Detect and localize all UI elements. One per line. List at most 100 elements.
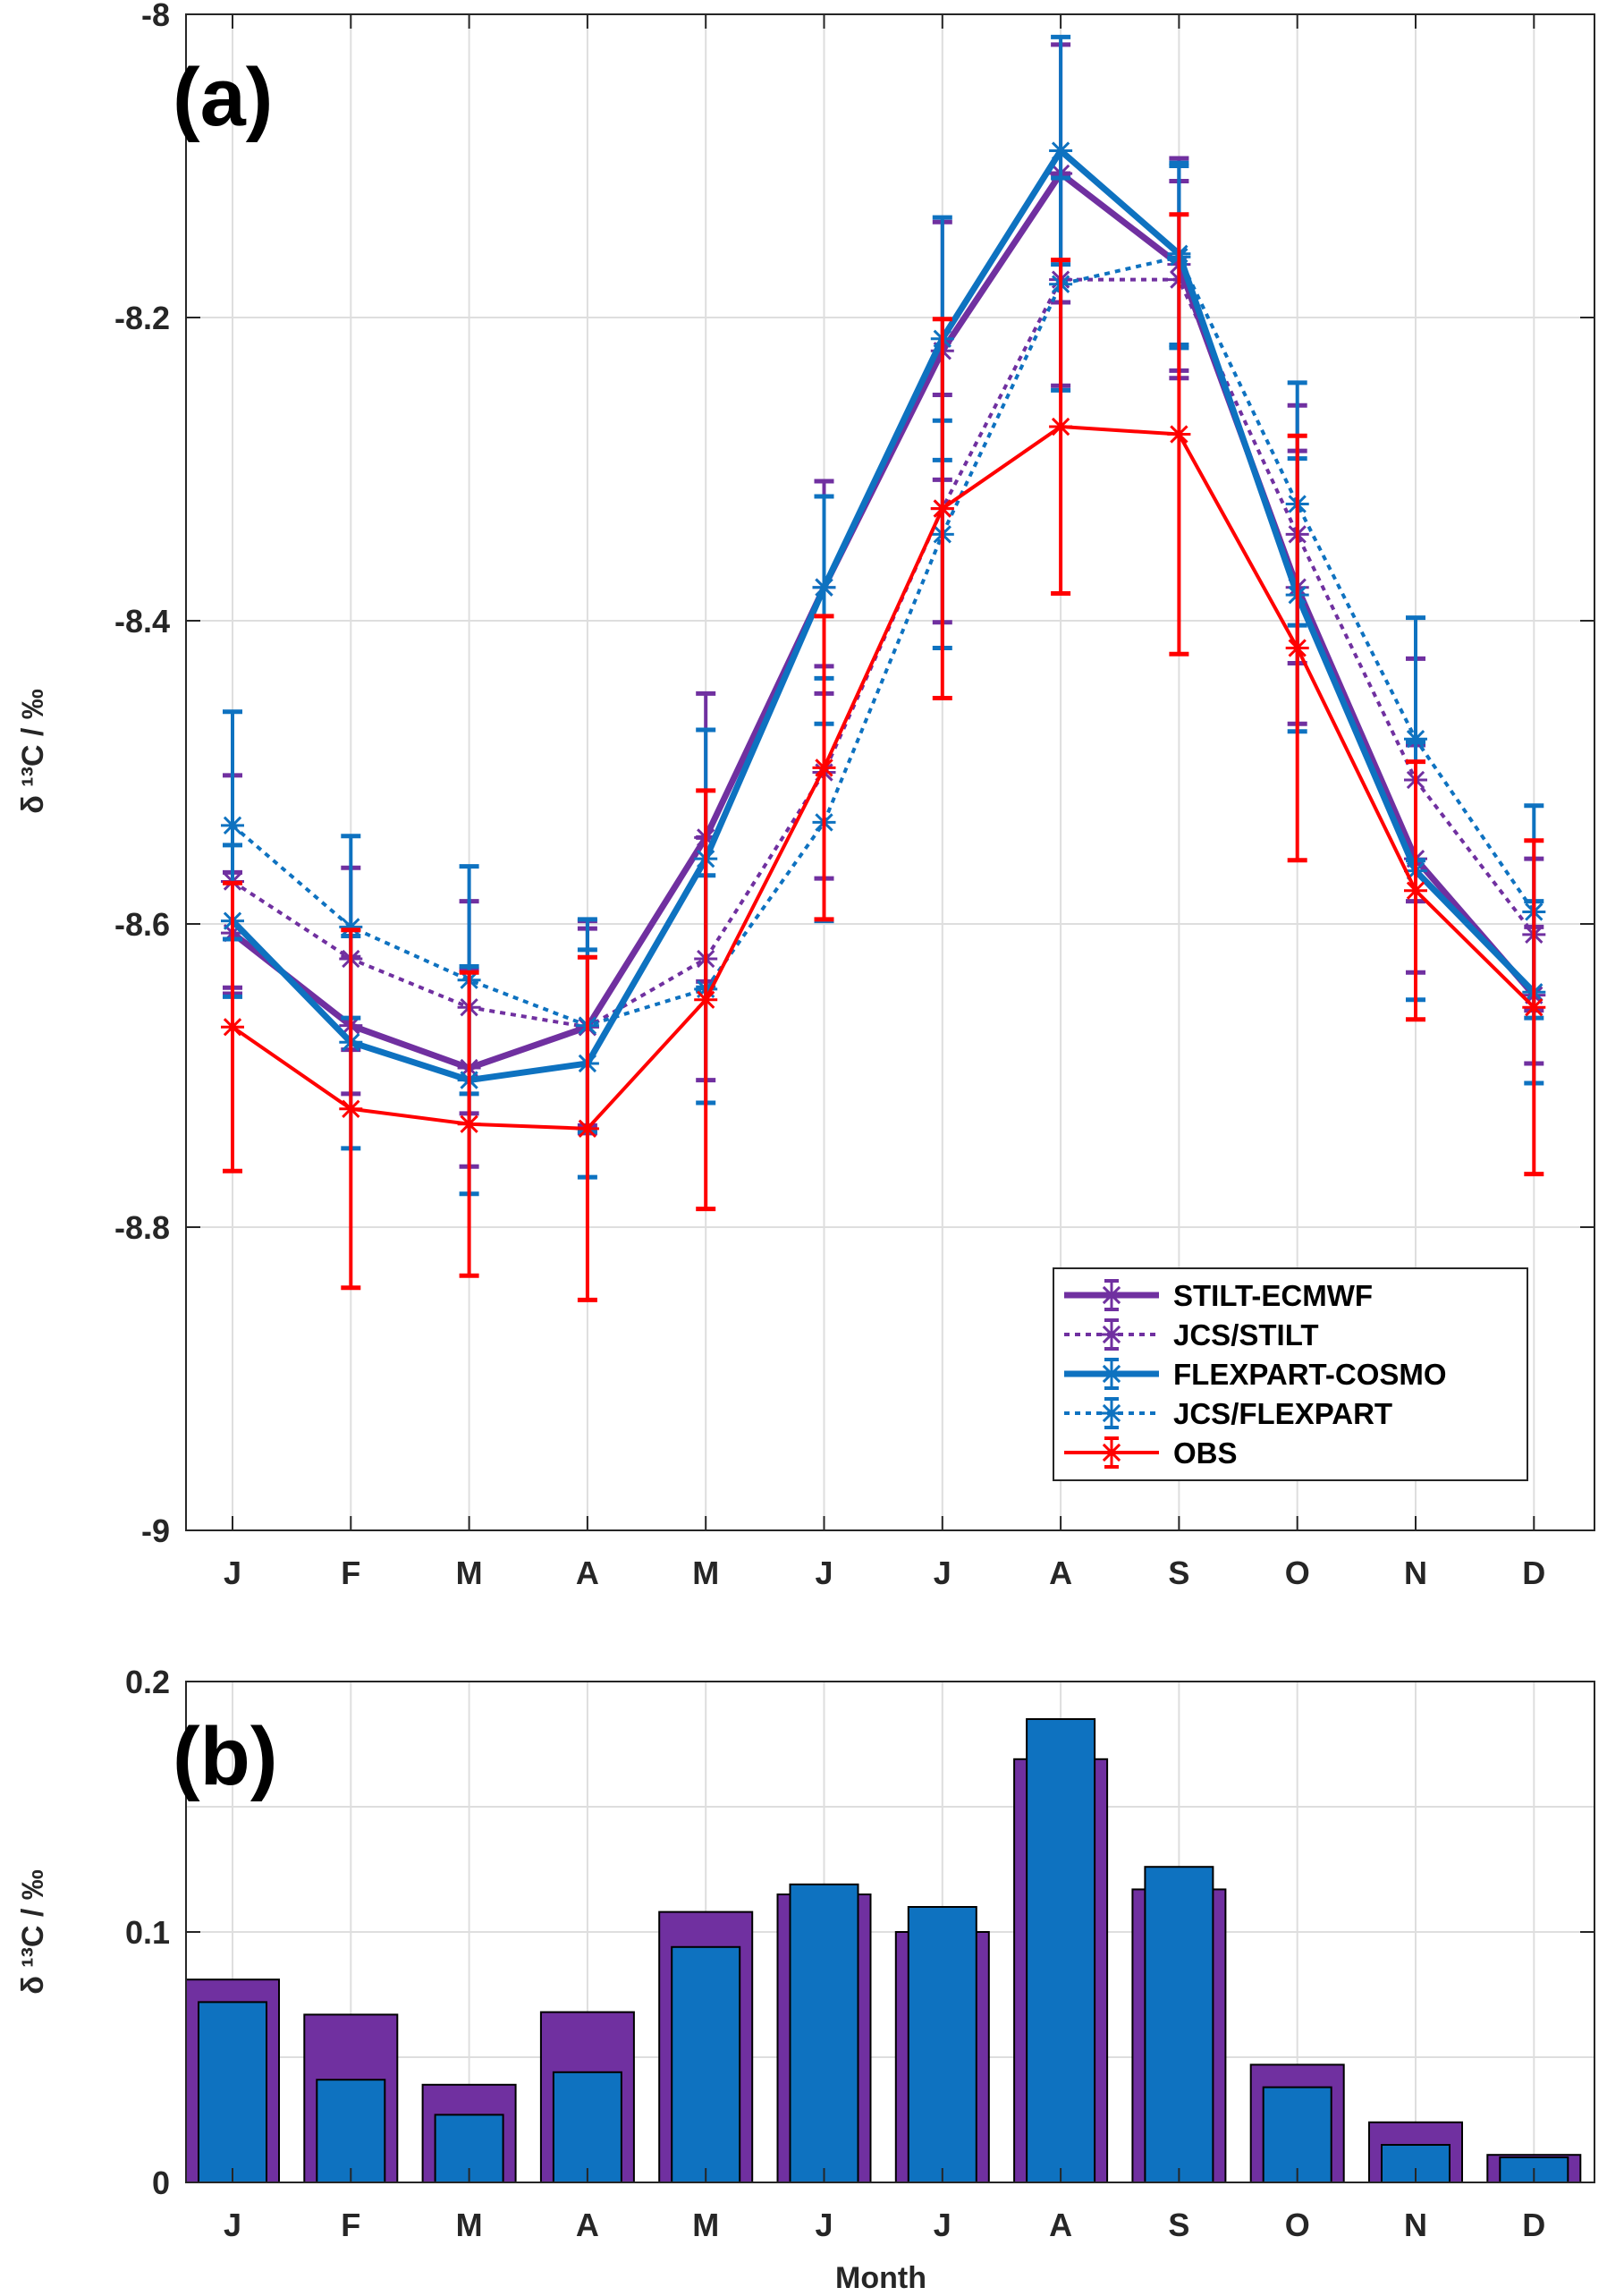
legend-swatch-marker xyxy=(1100,1323,1123,1346)
panel-a-label: (a) xyxy=(173,52,273,143)
panel-a-x-tick-label: O xyxy=(1285,1555,1310,1591)
panel-b-x-tick-label: F xyxy=(341,2207,360,2243)
series-flexpart-cosmo xyxy=(221,34,1546,1197)
legend-entry: JCS/FLEXPART xyxy=(1064,1397,1392,1430)
legend-entry: OBS xyxy=(1064,1436,1238,1470)
panel-b-x-tick-label: O xyxy=(1285,2207,1310,2243)
panel-a-x-tick-label: J xyxy=(224,1555,241,1591)
bar-group-7 xyxy=(1013,1718,1109,2184)
legend-entry: STILT-ECMWF xyxy=(1064,1279,1373,1312)
data-point xyxy=(457,1112,481,1136)
bar-group-4 xyxy=(658,1911,754,2184)
data-point xyxy=(1404,878,1427,902)
legend-swatch-marker xyxy=(1100,1402,1123,1425)
data-point xyxy=(812,575,836,599)
data-point xyxy=(339,1097,363,1121)
panel-b-x-tick-label: M xyxy=(456,2207,483,2243)
bar-group-8 xyxy=(1131,1866,1227,2183)
panel-a-x-tick-label: A xyxy=(1049,1555,1072,1591)
legend-entry: JCS/STILT xyxy=(1064,1318,1319,1351)
panel-a-y-tick-label: -8.2 xyxy=(114,300,170,336)
series-line xyxy=(230,148,1536,1084)
panel-a-y-tick-label: -8.4 xyxy=(114,603,170,640)
data-point xyxy=(1404,727,1427,751)
panel-b-x-tick-label: D xyxy=(1522,2207,1545,2243)
legend-label: JCS/STILT xyxy=(1173,1318,1319,1351)
bar-group-1 xyxy=(303,2013,399,2183)
legend-swatch-marker xyxy=(1100,1441,1123,1464)
panel-b-x-tick-label: S xyxy=(1168,2207,1189,2243)
data-point xyxy=(1285,636,1309,660)
bar-inner xyxy=(1144,1866,1214,2183)
panel-b-x-tick-label: A xyxy=(1049,2207,1072,2243)
legend-swatch-marker xyxy=(1100,1362,1123,1385)
data-point xyxy=(694,987,718,1012)
bar-group-9 xyxy=(1249,2063,1345,2184)
data-point xyxy=(1049,415,1073,439)
panel-b-y-tick-label: 0 xyxy=(152,2165,170,2201)
panel-b-x-tick-label: M xyxy=(692,2207,719,2243)
panel-b-y-axis-label: δ ¹³C / ‰ xyxy=(16,1869,50,1995)
panel-a-axes-box xyxy=(185,13,1595,1531)
panel-b-y-tick-label: 0.2 xyxy=(125,1664,170,1700)
panel-b-y-tick-label: 0.1 xyxy=(125,1914,170,1951)
series-obs xyxy=(221,212,1546,1302)
bar-inner xyxy=(671,1945,741,2184)
data-point xyxy=(1522,995,1546,1020)
data-point xyxy=(221,1015,244,1039)
panel-b-x-tick-label: J xyxy=(934,2207,952,2243)
series-line xyxy=(231,277,1535,1029)
legend: STILT-ECMWF JCS/STILT FLEXPART-COSMO JCS/FL… xyxy=(1053,1267,1528,1481)
legend-label: JCS/FLEXPART xyxy=(1173,1397,1392,1430)
data-point xyxy=(812,756,836,780)
bar-inner xyxy=(907,1906,977,2183)
bar-group-0 xyxy=(185,1978,280,2183)
legend-label: OBS xyxy=(1173,1436,1238,1470)
panel-b-y-ticks: 0 0.1 0.2 xyxy=(125,1664,1594,2201)
panel-a-y-tick-label: -8.6 xyxy=(114,906,170,943)
panel-a-y-tick-label: -9 xyxy=(141,1512,170,1549)
data-point xyxy=(1049,139,1073,163)
bar-inner xyxy=(1262,2086,1332,2184)
data-point xyxy=(930,496,954,521)
legend-label: FLEXPART-COSMO xyxy=(1173,1358,1447,1391)
panel-a: -9 -8.8 -8.6 -8.4 -8.2 -8 J F M A M J J A S O N D δ ¹³C … xyxy=(16,0,1595,1591)
panel-a-y-axis-label: δ ¹³C / ‰ xyxy=(16,689,50,814)
bar-group-6 xyxy=(894,1906,990,2183)
panel-a-series xyxy=(221,34,1546,1302)
legend-entry: FLEXPART-COSMO xyxy=(1064,1358,1447,1391)
data-point xyxy=(221,813,244,837)
panel-a-x-tick-label: J xyxy=(934,1555,952,1591)
panel-a-x-tick-label: J xyxy=(815,1555,833,1591)
bar-inner xyxy=(198,2001,267,2183)
legend-swatch-marker xyxy=(1100,1284,1123,1307)
data-point xyxy=(1167,422,1191,446)
bar-group-3 xyxy=(539,2011,635,2184)
bar-inner xyxy=(316,2079,386,2183)
panel-a-x-tick-label: F xyxy=(341,1555,360,1591)
panel-a-x-tick-label: M xyxy=(692,1555,719,1591)
panel-a-x-tick-label: D xyxy=(1522,1555,1545,1591)
panel-b-x-tick-label: N xyxy=(1404,2207,1427,2243)
panel-a-y-ticks: -9 -8.8 -8.6 -8.4 -8.2 -8 xyxy=(114,0,1594,1549)
panel-a-x-tick-label: M xyxy=(456,1555,483,1591)
legend-label: STILT-ECMWF xyxy=(1173,1279,1373,1312)
series-line xyxy=(231,425,1535,1131)
data-point xyxy=(575,1116,599,1140)
panel-b-label: (b) xyxy=(173,1711,277,1802)
panel-a-y-tick-label: -8 xyxy=(141,0,170,33)
panel-b-x-tick-label: A xyxy=(576,2207,599,2243)
panel-a-x-tick-label: A xyxy=(576,1555,599,1591)
panel-b: 0 0.1 0.2 J F M A M J J A S O N D δ ¹³C / ‰ Month (b) xyxy=(16,1664,1595,2295)
panel-a-y-tick-label: -8.8 xyxy=(114,1209,170,1246)
panel-a-x-tick-label: N xyxy=(1404,1555,1427,1591)
bar-inner xyxy=(1026,1718,1096,2183)
bar-inner xyxy=(789,1883,859,2184)
data-point xyxy=(339,915,363,939)
bar-inner xyxy=(552,2071,622,2184)
panel-b-x-tick-label: J xyxy=(815,2207,833,2243)
panel-b-bars xyxy=(185,1718,1582,2184)
